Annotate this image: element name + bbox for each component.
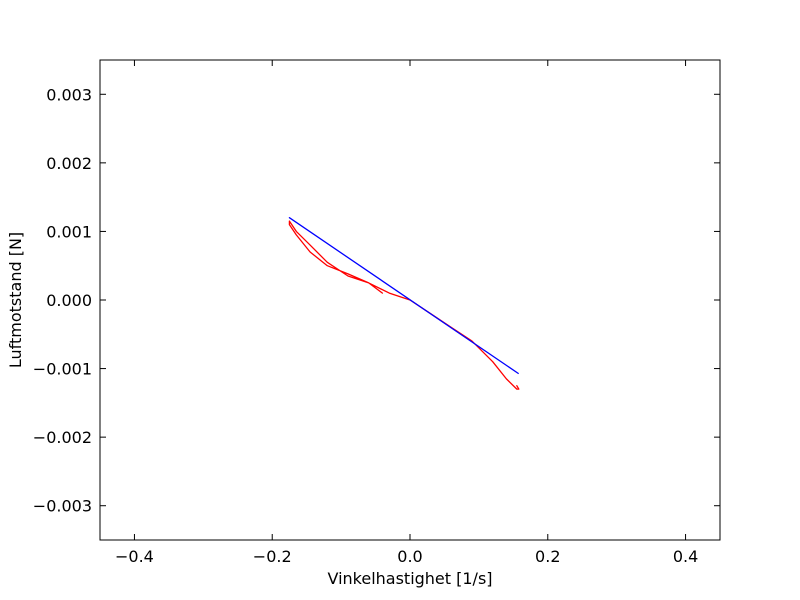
series-line-1 [288,217,519,375]
x-tick-label: 0.4 [673,547,698,566]
x-tick-label: 0.0 [397,547,422,566]
x-tick-label: −0.4 [115,547,154,566]
x-tick-label: −0.2 [253,547,292,566]
y-tick-label: 0.002 [46,154,92,173]
y-axis-label: Luftmotstand [N] [6,232,25,368]
y-tick-label: 0.003 [46,85,92,104]
x-axis-label: Vinkelhastighet [1/s] [327,569,492,588]
ticks-layer: −0.4 −0.2 0.0 0.2 0.4 0.003 0.002 0.001 0.000 −0.… [33,60,720,566]
series-layer [288,217,520,390]
y-tick-label: −0.002 [33,428,92,447]
plot-frame [99,59,721,541]
x-tick-label: 0.2 [535,547,560,566]
y-tick-label: −0.003 [33,497,92,516]
y-tick-label: 0.000 [46,291,92,310]
y-tick-label: −0.001 [33,360,92,379]
series-line-0 [288,220,520,390]
y-tick-label: 0.001 [46,222,92,241]
